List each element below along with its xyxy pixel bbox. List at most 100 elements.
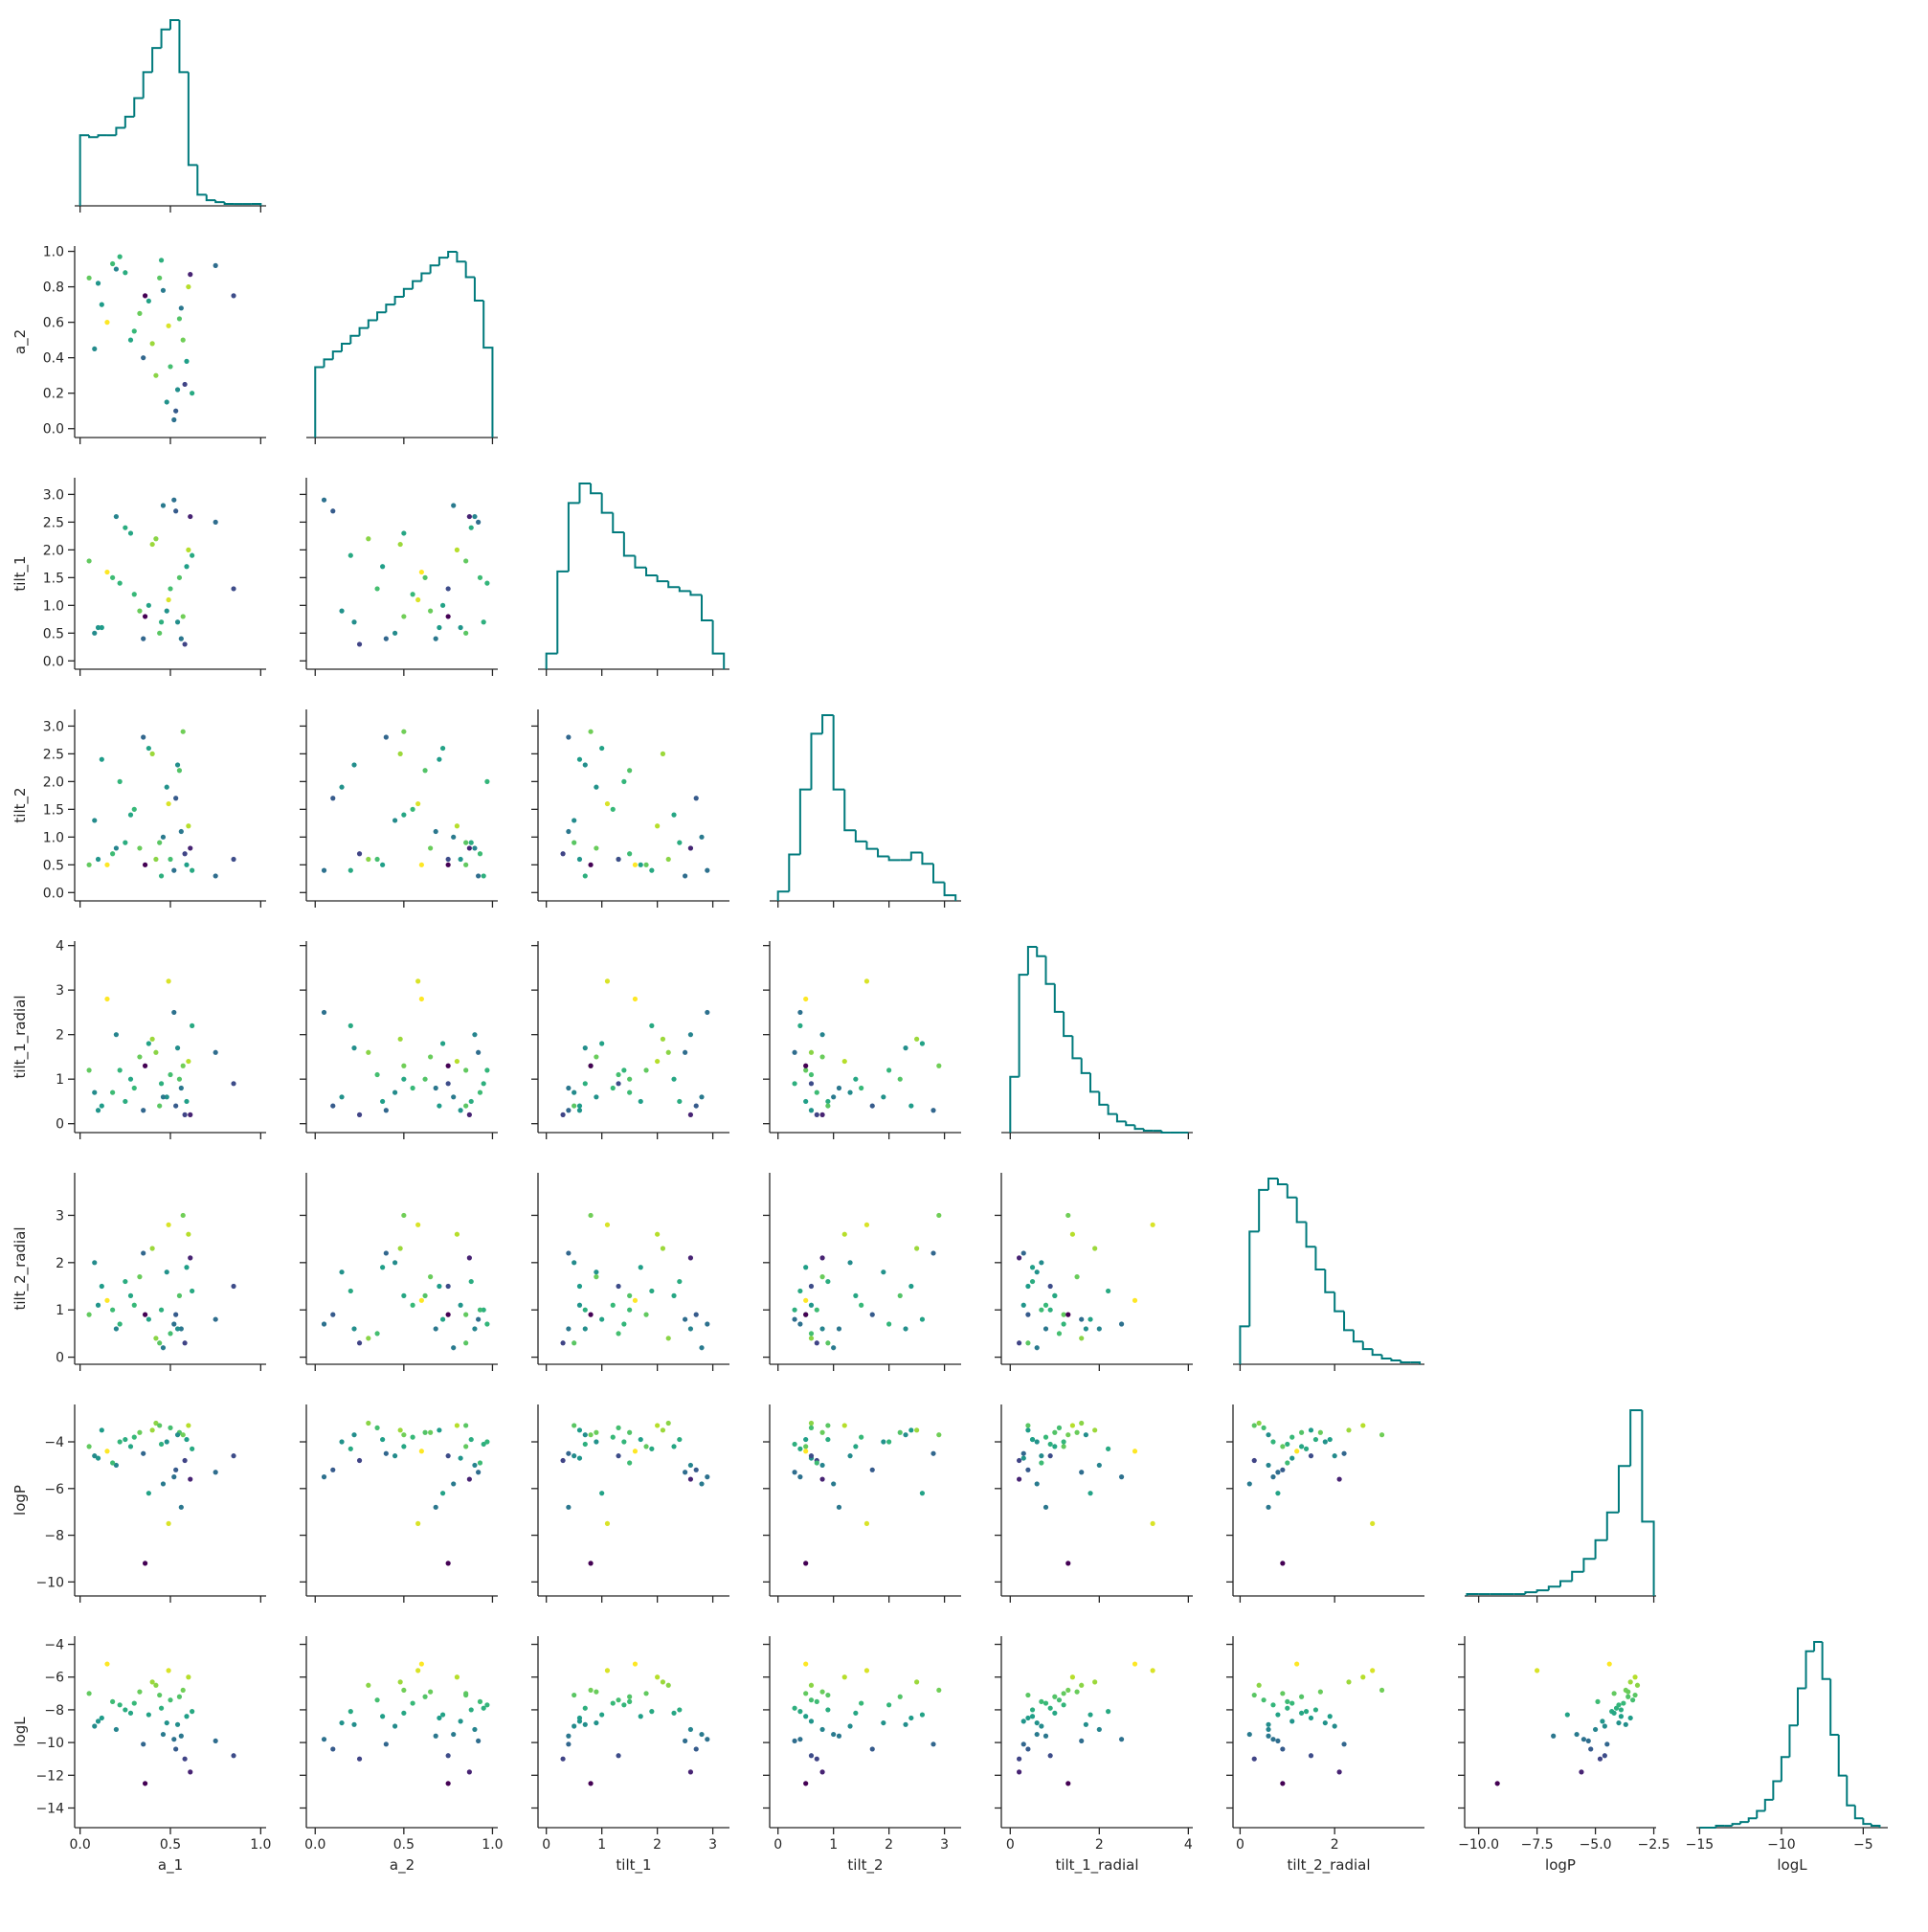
scatter-point bbox=[99, 1715, 104, 1721]
y-tick-label: −10 bbox=[35, 1575, 64, 1590]
scatter-point bbox=[808, 1420, 815, 1427]
scatter-point bbox=[836, 1504, 842, 1510]
scatter-point bbox=[803, 1691, 809, 1696]
scatter-point bbox=[142, 862, 148, 867]
scatter-point bbox=[437, 1427, 442, 1433]
scatter-point bbox=[351, 619, 357, 625]
panel bbox=[1226, 1404, 1424, 1603]
scatter-point bbox=[137, 1274, 143, 1280]
scatter-point bbox=[594, 845, 599, 851]
scatter-point bbox=[621, 1067, 627, 1073]
x-axis-label: a_1 bbox=[158, 1856, 183, 1875]
scatter-point bbox=[803, 1098, 809, 1105]
scatter-point bbox=[231, 586, 236, 592]
scatter-point bbox=[660, 1036, 666, 1042]
scatter-point bbox=[1266, 1504, 1271, 1510]
scatter-point bbox=[649, 1709, 655, 1715]
scatter-point bbox=[401, 1292, 407, 1298]
scatter-point bbox=[178, 1085, 184, 1091]
histogram-step bbox=[1371, 1349, 1382, 1357]
scatter-point bbox=[808, 1453, 815, 1459]
y-axis-label: tilt_2 bbox=[11, 787, 30, 822]
scatter-point bbox=[401, 1212, 407, 1219]
panel bbox=[1001, 946, 1193, 1139]
scatter-point bbox=[1246, 1481, 1252, 1487]
scatter-point bbox=[186, 1058, 191, 1065]
scatter-point bbox=[797, 1737, 803, 1742]
histogram-step bbox=[1846, 1775, 1855, 1807]
scatter-point bbox=[814, 1756, 819, 1762]
scatter-point bbox=[383, 1250, 389, 1256]
scatter-point bbox=[174, 619, 181, 625]
scatter-point bbox=[1261, 1697, 1267, 1703]
scatter-point bbox=[458, 1719, 463, 1724]
scatter-point bbox=[463, 1312, 469, 1317]
scatter-point bbox=[401, 1076, 407, 1082]
scatter-point bbox=[908, 1715, 914, 1721]
scatter-point bbox=[142, 614, 148, 619]
scatter-point bbox=[1079, 1316, 1085, 1322]
scatter-point bbox=[1494, 1781, 1500, 1786]
scatter-point bbox=[616, 1331, 621, 1337]
y-axis-label: logL bbox=[11, 1717, 29, 1747]
scatter-point bbox=[1294, 1449, 1300, 1454]
scatter-point bbox=[182, 1112, 188, 1117]
scatter-point bbox=[141, 1250, 146, 1256]
histogram-step bbox=[429, 264, 439, 274]
histogram-step bbox=[196, 165, 207, 196]
scatter-point bbox=[1029, 1265, 1036, 1270]
scatter-point bbox=[153, 1682, 159, 1688]
scatter-point bbox=[458, 856, 463, 863]
scatter-point bbox=[627, 1076, 633, 1082]
histogram-step bbox=[1780, 1756, 1790, 1782]
scatter-point bbox=[422, 574, 428, 580]
scatter-point bbox=[433, 1504, 438, 1510]
scatter-point bbox=[687, 1462, 694, 1469]
histogram-step bbox=[358, 326, 369, 336]
scatter-point bbox=[321, 497, 327, 503]
scatter-point bbox=[437, 756, 442, 762]
scatter-point bbox=[1604, 1741, 1610, 1747]
scatter-point bbox=[693, 1467, 699, 1472]
y-axis-label: tilt_1 bbox=[11, 555, 30, 591]
scatter-point bbox=[919, 1491, 926, 1496]
scatter-point bbox=[484, 1439, 490, 1445]
scatter-point bbox=[1327, 1714, 1333, 1719]
scatter-point bbox=[468, 1436, 474, 1443]
scatter-point bbox=[1065, 1212, 1071, 1219]
scatter-point bbox=[808, 1283, 815, 1290]
scatter-point bbox=[792, 1049, 797, 1055]
scatter-point bbox=[819, 1462, 825, 1469]
scatter-point bbox=[803, 1265, 809, 1270]
scatter-point bbox=[383, 1741, 389, 1747]
scatter-point bbox=[86, 1444, 92, 1449]
scatter-point bbox=[463, 1444, 469, 1449]
scatter-point bbox=[1025, 1715, 1031, 1721]
y-tick-label: 2.0 bbox=[43, 775, 64, 790]
x-tick-label: −5.0 bbox=[1580, 1837, 1612, 1853]
scatter-point bbox=[1312, 1436, 1319, 1443]
scatter-point bbox=[415, 1668, 421, 1674]
scatter-point bbox=[819, 1255, 825, 1261]
scatter-point bbox=[1256, 1682, 1262, 1688]
histogram-step bbox=[1080, 1058, 1091, 1074]
scatter-point bbox=[184, 1098, 190, 1105]
scatter-point bbox=[171, 867, 177, 873]
scatter-point bbox=[445, 1753, 451, 1759]
scatter-point bbox=[141, 1741, 146, 1747]
scatter-point bbox=[166, 1668, 171, 1674]
histogram-step bbox=[600, 493, 614, 514]
scatter-point bbox=[1020, 1455, 1026, 1461]
scatter-point bbox=[173, 1746, 179, 1752]
scatter-point bbox=[188, 1769, 193, 1775]
scatter-point bbox=[445, 1561, 451, 1566]
scatter-point bbox=[616, 1081, 621, 1087]
scatter-point bbox=[1370, 1668, 1376, 1674]
scatter-point bbox=[677, 840, 683, 845]
scatter-point bbox=[859, 1302, 864, 1308]
scatter-point bbox=[560, 1756, 566, 1762]
scatter-point bbox=[445, 614, 451, 619]
scatter-point bbox=[1025, 1692, 1031, 1698]
histogram-step bbox=[1036, 947, 1046, 957]
y-tick-label: 2 bbox=[56, 1256, 64, 1271]
